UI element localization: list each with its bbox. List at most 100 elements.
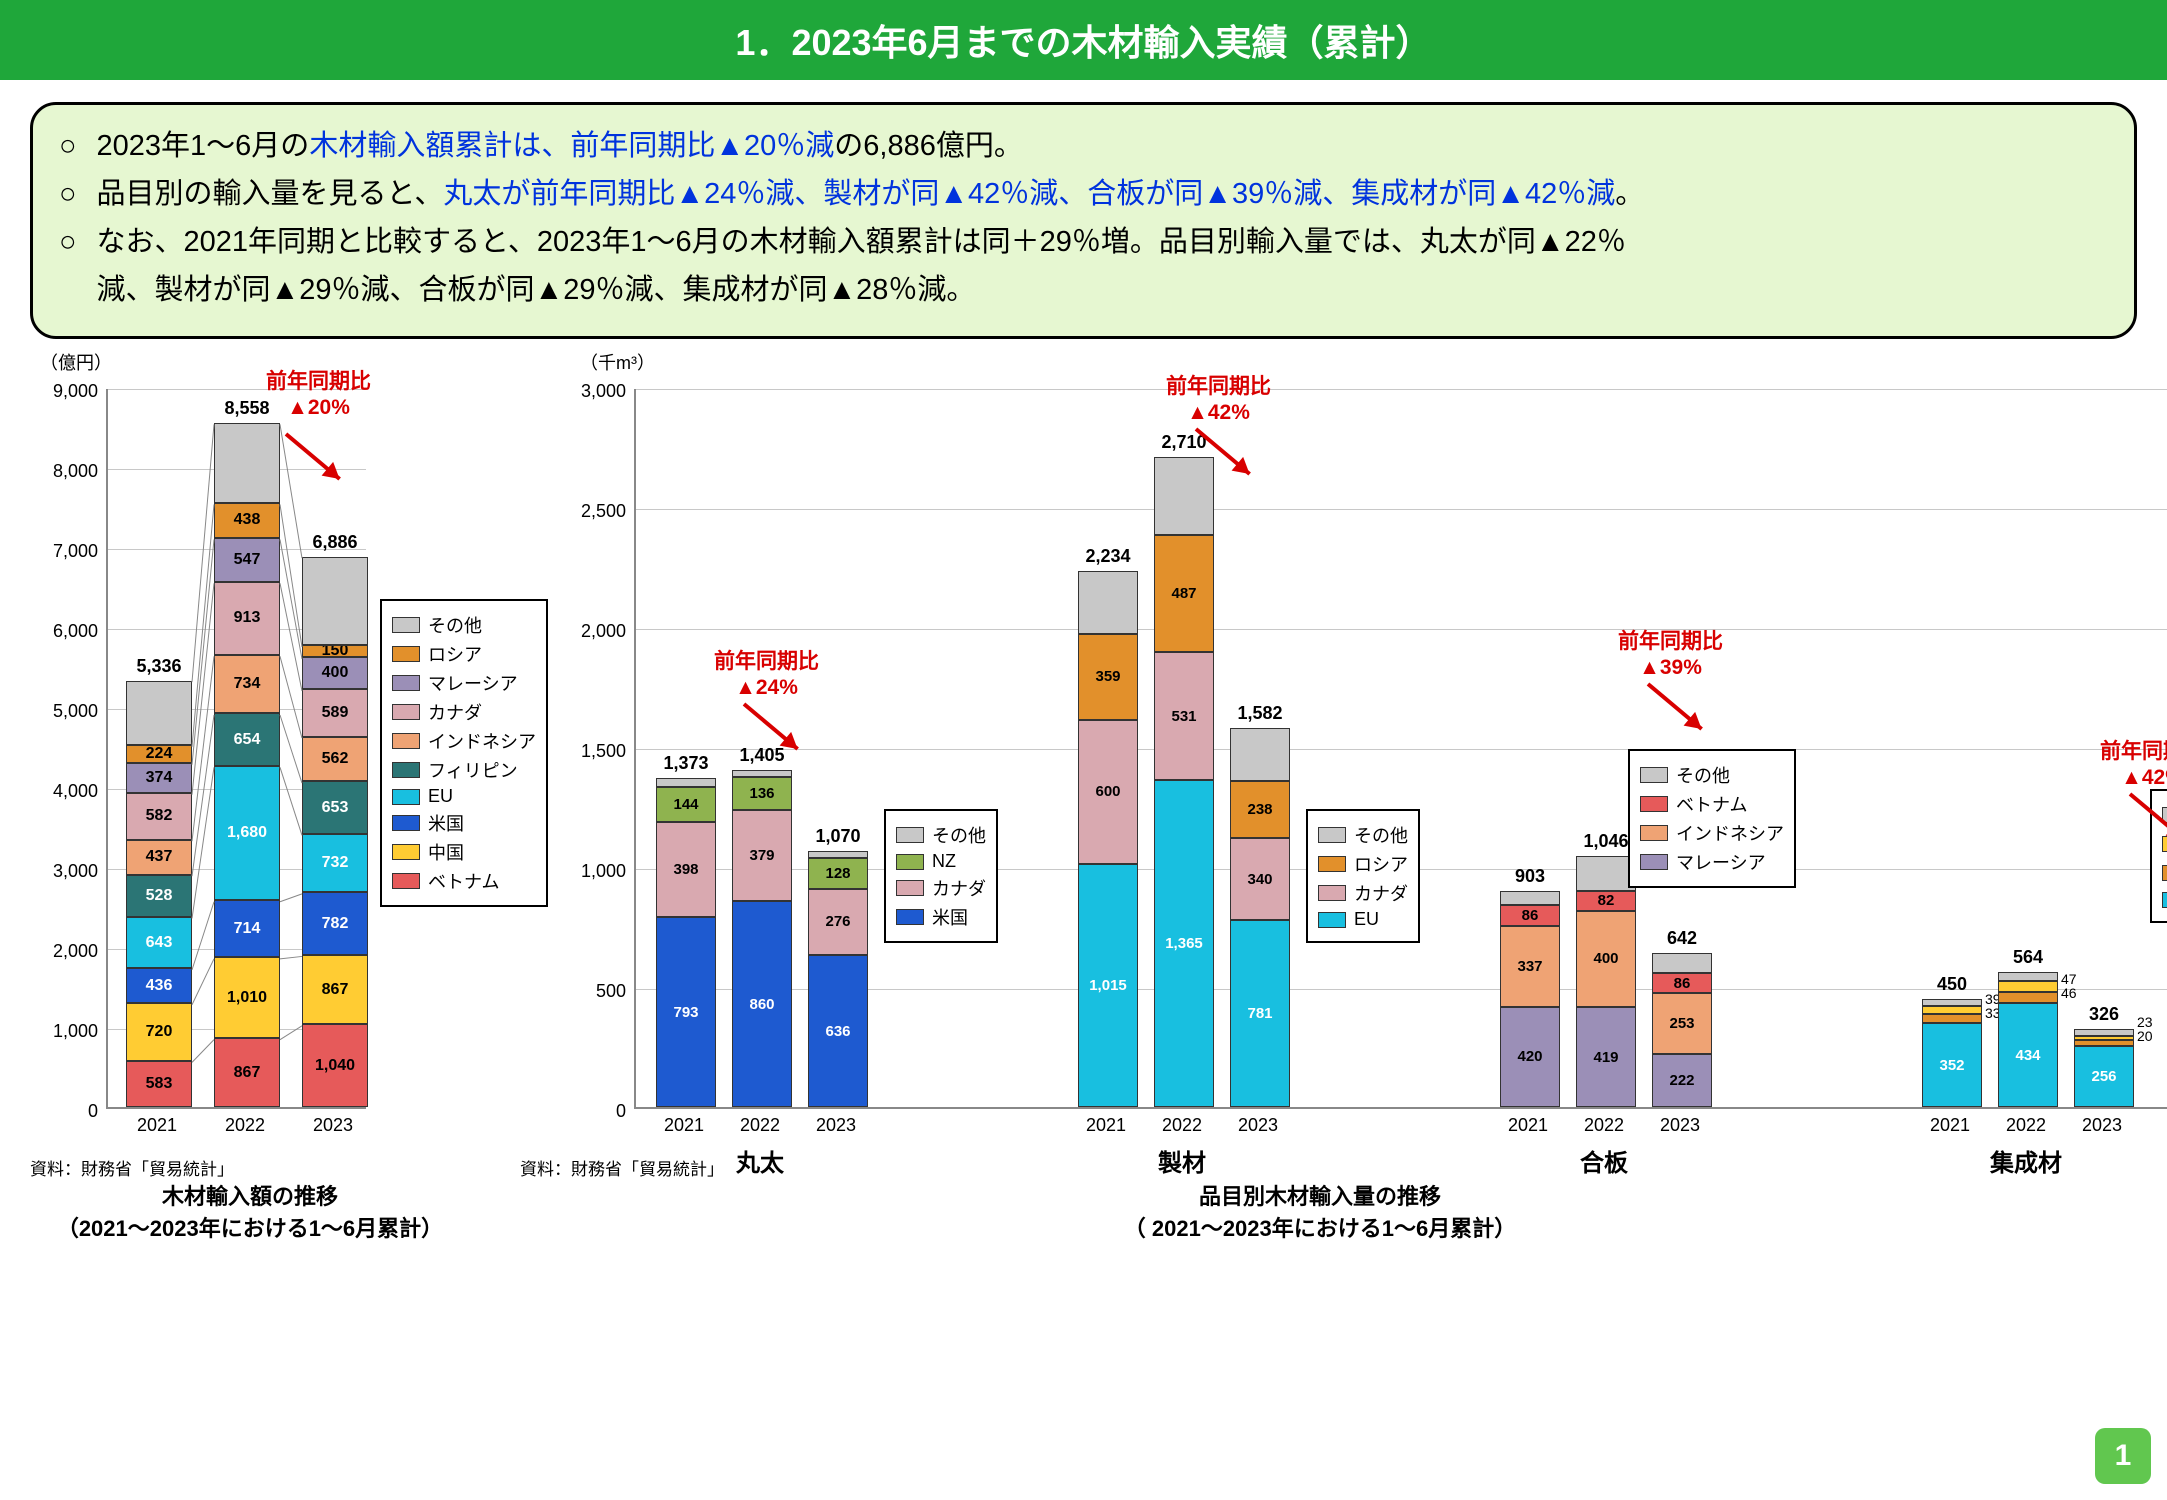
category-label: 合板 <box>1498 1143 1710 1178</box>
bar-segment: 128 <box>808 858 868 889</box>
decline-arrow-icon <box>744 704 834 764</box>
y-tick: 0 <box>570 1101 626 1122</box>
category-label: 集成材 <box>1920 1143 2132 1178</box>
source-note: 資料：財務省「貿易統計」 <box>520 1155 724 1180</box>
summary-line: なお、2021年同期と比較すると、2023年1～6月の木材輸入額累計は同＋29％… <box>97 219 1626 315</box>
bar-segment <box>656 778 716 787</box>
year-label: 2023 <box>1228 1115 1288 1136</box>
bar-segment: 400 <box>302 657 368 689</box>
bar-total: 326 <box>2074 1004 2134 1025</box>
page-title: 1．2023年6月までの木材輸入実績（累計） <box>0 0 2167 80</box>
bar-segment: 436 <box>126 968 192 1003</box>
bar-segment <box>1998 992 2058 1003</box>
y-tick: 0 <box>30 1101 98 1122</box>
bar-segment: 1,365 <box>1154 780 1214 1108</box>
bar-segment: 1,040 <box>302 1024 368 1107</box>
bar-segment: 654 <box>214 713 280 765</box>
bar-segment <box>1922 1006 1982 1014</box>
yoy-annotation: 前年同期比▲20% <box>266 369 371 419</box>
year-label: 2022 <box>1574 1115 1634 1136</box>
bar-segment: 583 <box>126 1061 192 1108</box>
page-number-badge: 1 <box>2095 1428 2151 1484</box>
bar-segment <box>1652 953 1712 972</box>
y-tick: 3,000 <box>570 381 626 402</box>
bar-segment: 144 <box>656 787 716 822</box>
bar-segment <box>1078 571 1138 633</box>
bar-total: 1,070 <box>808 826 868 847</box>
year-label: 2023 <box>300 1115 366 1136</box>
bar: 1,0408677827326535625894001506,886 <box>302 387 368 1107</box>
bar-total: 450 <box>1922 974 1982 995</box>
decline-arrow-icon <box>2130 794 2167 854</box>
bar-segment <box>808 851 868 858</box>
bar: 434 564 <box>1998 387 2058 1107</box>
bar-segment: 434 <box>1998 1003 2058 1107</box>
y-tick: 8,000 <box>30 461 98 482</box>
bar-total: 903 <box>1500 866 1560 887</box>
bar-segment <box>1922 1014 1982 1023</box>
bar-segment: 1,010 <box>214 957 280 1038</box>
y-tick: 9,000 <box>30 381 98 402</box>
chart-title: 木材輸入額の推移 （2021～2023年における1～6月累計） <box>20 1179 480 1243</box>
summary-line: 品目別の輸入量を見ると、丸太が前年同期比▲24％減、製材が同▲42％減、合板が同… <box>97 171 1645 219</box>
bar-segment: 643 <box>126 917 192 968</box>
y-tick: 1,000 <box>570 861 626 882</box>
bar-segment: 222 <box>1652 1054 1712 1107</box>
year-label: 2022 <box>730 1115 790 1136</box>
y-tick: 3,000 <box>30 861 98 882</box>
y-tick: 500 <box>570 981 626 1002</box>
yoy-annotation: 前年同期比▲39% <box>1618 629 1723 679</box>
bar: 1,3655314872,710 <box>1154 387 1214 1107</box>
year-label: 2023 <box>1650 1115 1710 1136</box>
y-tick: 2,000 <box>570 621 626 642</box>
bar-total: 564 <box>1998 947 2058 968</box>
bar-segment: 528 <box>126 875 192 917</box>
bar-segment <box>2074 1040 2134 1046</box>
bar-segment: 600 <box>1078 720 1138 864</box>
year-label: 2021 <box>1920 1115 1980 1136</box>
bar-segment <box>2074 1029 2134 1035</box>
bar-segment: 374 <box>126 763 192 793</box>
bar-segment: 150 <box>302 645 368 657</box>
year-label: 2021 <box>124 1115 190 1136</box>
bar-segment: 860 <box>732 901 792 1107</box>
y-unit: （億円） <box>40 349 112 375</box>
year-label: 2022 <box>1996 1115 2056 1136</box>
bar-segment: 438 <box>214 503 280 538</box>
summary-line: 2023年1～6月の木材輸入額累計は、前年同期比▲20％減の6,886億円。 <box>97 123 1023 171</box>
bar-total: 6,886 <box>302 532 368 553</box>
bar: 42033786903 <box>1500 387 1560 1107</box>
bar-segment <box>302 557 368 646</box>
year-label: 2021 <box>1076 1115 1136 1136</box>
bar-segment: 256 <box>2074 1046 2134 1107</box>
legend: その他NZカナダ米国 <box>884 809 998 943</box>
bar-segment: 653 <box>302 781 368 833</box>
bar-segment <box>1500 891 1560 905</box>
legend: その他ロシアカナダEU <box>1306 809 1420 943</box>
y-tick: 4,000 <box>30 781 98 802</box>
bar-segment <box>1230 728 1290 782</box>
bar-segment: 714 <box>214 900 280 957</box>
bar: 7813402381,582 <box>1230 387 1290 1107</box>
bar-total: 1,582 <box>1230 703 1290 724</box>
bar-segment: 420 <box>1500 1007 1560 1108</box>
y-tick: 1,000 <box>30 1021 98 1042</box>
y-unit: （千m³） <box>580 349 655 375</box>
bar-segment: 398 <box>656 822 716 918</box>
summary-box: ○2023年1～6月の木材輸入額累計は、前年同期比▲20％減の6,886億円。○… <box>30 102 2137 339</box>
bar: 1,0156003592,234 <box>1078 387 1138 1107</box>
bar-segment: 359 <box>1078 634 1138 720</box>
bar-total: 1,046 <box>1576 831 1636 852</box>
bar-segment: 86 <box>1500 905 1560 926</box>
bar-segment: 352 <box>1922 1023 1982 1107</box>
bar-segment <box>126 681 192 746</box>
y-tick: 6,000 <box>30 621 98 642</box>
bar-segment: 136 <box>732 777 792 810</box>
category-label: 製材 <box>1076 1143 1288 1178</box>
bar-segment: 82 <box>1576 891 1636 911</box>
bar-segment: 913 <box>214 582 280 655</box>
y-tick: 5,000 <box>30 701 98 722</box>
yoy-annotation: 前年同期比▲42% <box>2100 739 2167 789</box>
year-label: 2021 <box>654 1115 714 1136</box>
y-tick: 1,500 <box>570 741 626 762</box>
